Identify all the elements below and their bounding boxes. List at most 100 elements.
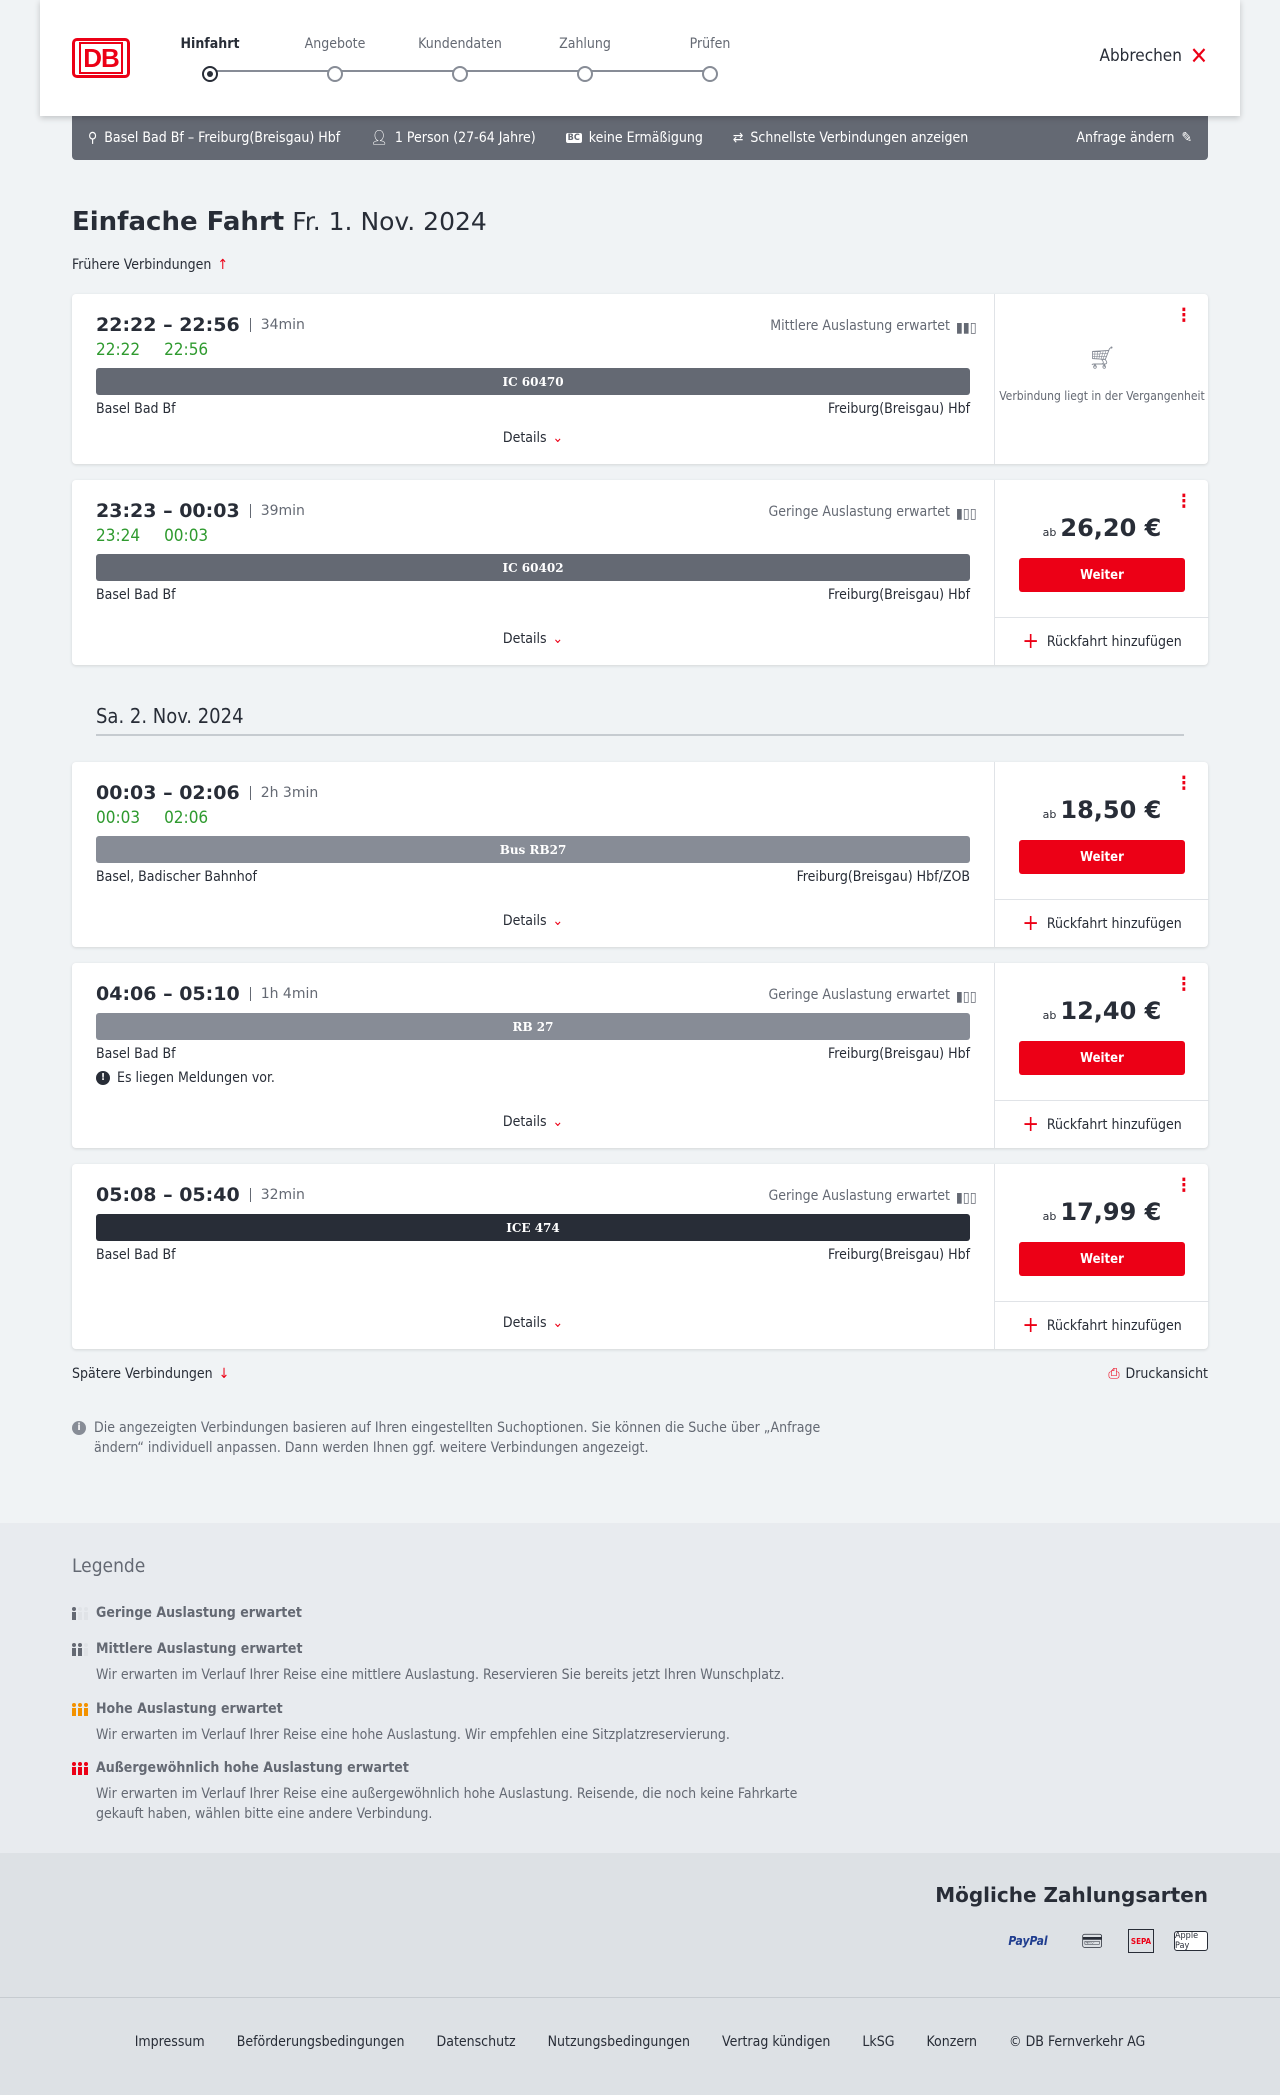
chevron-down-icon: ⌄ — [552, 913, 564, 929]
chevron-down-icon: ⌄ — [552, 631, 564, 647]
bahncard-icon: BC — [565, 133, 582, 143]
paypal-icon: PayPal — [1008, 1934, 1048, 1948]
occupancy-low-icon: ▮▯▯ — [956, 989, 977, 1005]
occupancy-info: Geringe Auslastung erwartet ▮▯▯ — [768, 987, 977, 1005]
price: ab 17,99 € — [1042, 1198, 1162, 1226]
footer-link-befoerderungsbedingungen[interactable]: Beförderungsbedingungen — [236, 2034, 405, 2050]
later-connections-link[interactable]: Spätere Verbindungen ↓ — [72, 1366, 230, 1382]
db-logo[interactable]: DB — [72, 38, 130, 78]
add-return-button[interactable]: + Rückfahrt hinzufügen — [995, 617, 1209, 665]
destination-station: Freiburg(Breisgau) Hbf — [827, 401, 970, 417]
print-view-link[interactable]: ⎙ Druckansicht — [1108, 1366, 1208, 1382]
step-pruefen[interactable]: Prüfen — [650, 36, 770, 82]
step-hinfahrt[interactable]: Hinfahrt — [150, 36, 270, 82]
more-options-icon[interactable]: ⋮ — [1175, 1175, 1192, 1196]
price-panel: ⋮ ab 17,99 € Weiter + Rückfahrt hinzufügen — [994, 1164, 1209, 1349]
page-title: Einfache Fahrt Fr. 1. Nov. 2024 — [72, 207, 487, 237]
train-bar[interactable]: Bus RB27 — [96, 836, 970, 863]
past-connection-note: Verbindung liegt in der Vergangenheit — [999, 389, 1205, 403]
legend-title: Legende — [72, 1555, 146, 1577]
more-options-icon[interactable]: ⋮ — [1175, 773, 1192, 794]
more-options-icon[interactable]: ⋮ — [1175, 491, 1192, 512]
continue-button[interactable]: Weiter — [1019, 840, 1185, 874]
train-bar[interactable]: RB 27 — [96, 1013, 970, 1040]
search-summary-bar: ⚲ Basel Bad Bf – Freiburg(Breisgau) Hbf 👤… — [72, 116, 1208, 160]
details-toggle[interactable]: Details ⌄ — [502, 913, 564, 929]
footer-link-impressum[interactable]: Impressum — [134, 2034, 205, 2050]
connection-card: 00:03 – 02:06 2h 3min 00:03 02:06 Bus RB27… — [72, 762, 1209, 947]
payment-methods-section: Mögliche Zahlungsarten PayPal 💳︎ SEPA Ap… — [0, 1853, 1280, 1998]
occupancy-low-icon: ▮▯▯ — [956, 506, 977, 522]
swap-arrows-icon: ⇄ — [732, 130, 744, 146]
footer-link-lksg[interactable]: LkSG — [862, 2034, 895, 2050]
details-toggle[interactable]: Details ⌄ — [502, 1114, 564, 1130]
occupancy-low-icon: ▮▯▯ — [956, 1190, 977, 1206]
option-summary: ⇄ Schnellste Verbindungen anzeigen — [732, 130, 969, 146]
occupancy-low-icon — [72, 1607, 88, 1620]
origin-station: Basel, Badischer Bahnhof — [96, 869, 257, 885]
continue-button[interactable]: Weiter — [1019, 1242, 1185, 1276]
progress-header: DB Hinfahrt Angebote Kundendaten Zahlung… — [40, 0, 1240, 116]
step-kundendaten[interactable]: Kundendaten — [400, 36, 520, 82]
step-angebote[interactable]: Angebote — [275, 36, 395, 82]
price-panel: ⋮ ab 12,40 € Weiter + Rückfahrt hinzufügen — [994, 963, 1209, 1148]
chevron-down-icon: ⌄ — [552, 1114, 564, 1130]
earlier-connections-link[interactable]: Frühere Verbindungen ↑ — [72, 257, 228, 273]
train-bar[interactable]: IC 60470 — [96, 368, 970, 395]
continue-button[interactable]: Weiter — [1019, 558, 1185, 592]
occupancy-info: Mittlere Auslastung erwartet ▮▮▯ — [770, 318, 977, 336]
discount-summary: BC keine Ermäßigung — [565, 130, 703, 146]
destination-station: Freiburg(Breisgau) Hbf — [827, 1247, 970, 1263]
price-panel: ⋮ ab 26,20 € Weiter + Rückfahrt hinzufügen — [994, 480, 1209, 665]
footer-link-konzern[interactable]: Konzern — [926, 2034, 977, 2050]
plus-icon: + — [1022, 1111, 1039, 1137]
occupancy-exceptional-icon — [72, 1762, 88, 1775]
date-divider: Sa. 2. Nov. 2024 — [96, 704, 1184, 736]
footer-link-vertrag-kuendigen[interactable]: Vertrag kündigen — [722, 2034, 831, 2050]
more-options-icon[interactable]: ⋮ — [1175, 974, 1192, 995]
plus-icon: + — [1022, 910, 1039, 936]
apple-pay-icon: Apple Pay — [1174, 1931, 1208, 1951]
connection-times: 23:23 – 00:03 39min — [96, 500, 305, 522]
continue-button[interactable]: Weiter — [1019, 1041, 1185, 1075]
step-dot — [452, 66, 468, 82]
price: ab 26,20 € — [1042, 514, 1162, 542]
sepa-icon: SEPA — [1128, 1929, 1154, 1953]
add-return-button[interactable]: + Rückfahrt hinzufügen — [995, 1301, 1209, 1349]
cancel-button[interactable]: Abbrechen ✕ — [1099, 42, 1208, 70]
details-toggle[interactable]: Details ⌄ — [502, 430, 564, 446]
footer: Impressum Beförderungsbedingungen Datens… — [0, 1998, 1280, 2095]
change-request-button[interactable]: Anfrage ändern ✎ — [1076, 130, 1192, 146]
origin-station: Basel Bad Bf — [96, 1247, 176, 1263]
connection-card: 23:23 – 00:03 39min Geringe Auslastung er… — [72, 480, 1209, 665]
info-icon: i — [72, 1421, 86, 1435]
occupancy-info: Geringe Auslastung erwartet ▮▯▯ — [768, 1188, 977, 1206]
origin-station: Basel Bad Bf — [96, 1046, 176, 1062]
add-return-button[interactable]: + Rückfahrt hinzufügen — [995, 899, 1209, 947]
credit-card-icon: 💳︎ — [1080, 1930, 1104, 1952]
details-toggle[interactable]: Details ⌄ — [502, 1315, 564, 1331]
connection-card: 05:08 – 05:40 32min Geringe Auslastung er… — [72, 1164, 1209, 1349]
train-bar[interactable]: ICE 474 — [96, 1214, 970, 1241]
close-icon: ✕ — [1189, 42, 1208, 70]
route-summary: ⚲ Basel Bad Bf – Freiburg(Breisgau) Hbf — [88, 130, 341, 146]
travellers-summary: 👤︎ 1 Person (27-64 Jahre) — [370, 130, 536, 146]
step-dot — [702, 66, 718, 82]
step-zahlung[interactable]: Zahlung — [525, 36, 645, 82]
footer-link-datenschutz[interactable]: Datenschutz — [436, 2034, 516, 2050]
add-return-button[interactable]: + Rückfahrt hinzufügen — [995, 1100, 1209, 1148]
price-panel: ⋮ 🛒︎ Verbindung liegt in der Vergangenhe… — [994, 294, 1208, 464]
more-options-icon[interactable]: ⋮ — [1175, 305, 1192, 326]
details-toggle[interactable]: Details ⌄ — [502, 631, 564, 647]
connection-times: 04:06 – 05:10 1h 4min — [96, 983, 319, 1005]
footer-link-nutzungsbedingungen[interactable]: Nutzungsbedingungen — [547, 2034, 691, 2050]
destination-station: Freiburg(Breisgau) Hbf — [827, 1046, 970, 1062]
arrow-up-icon: ↑ — [217, 257, 228, 273]
train-bar[interactable]: IC 60402 — [96, 554, 970, 581]
info-note: i Die angezeigten Verbindungen basieren a… — [72, 1418, 852, 1458]
legend-item: Geringe Auslastung erwartet — [72, 1605, 872, 1621]
alert-icon: ! — [96, 1071, 110, 1085]
disruption-notice[interactable]: ! Es liegen Meldungen vor. — [96, 1070, 970, 1086]
origin-station: Basel Bad Bf — [96, 401, 176, 417]
chevron-down-icon: ⌄ — [552, 1315, 564, 1331]
